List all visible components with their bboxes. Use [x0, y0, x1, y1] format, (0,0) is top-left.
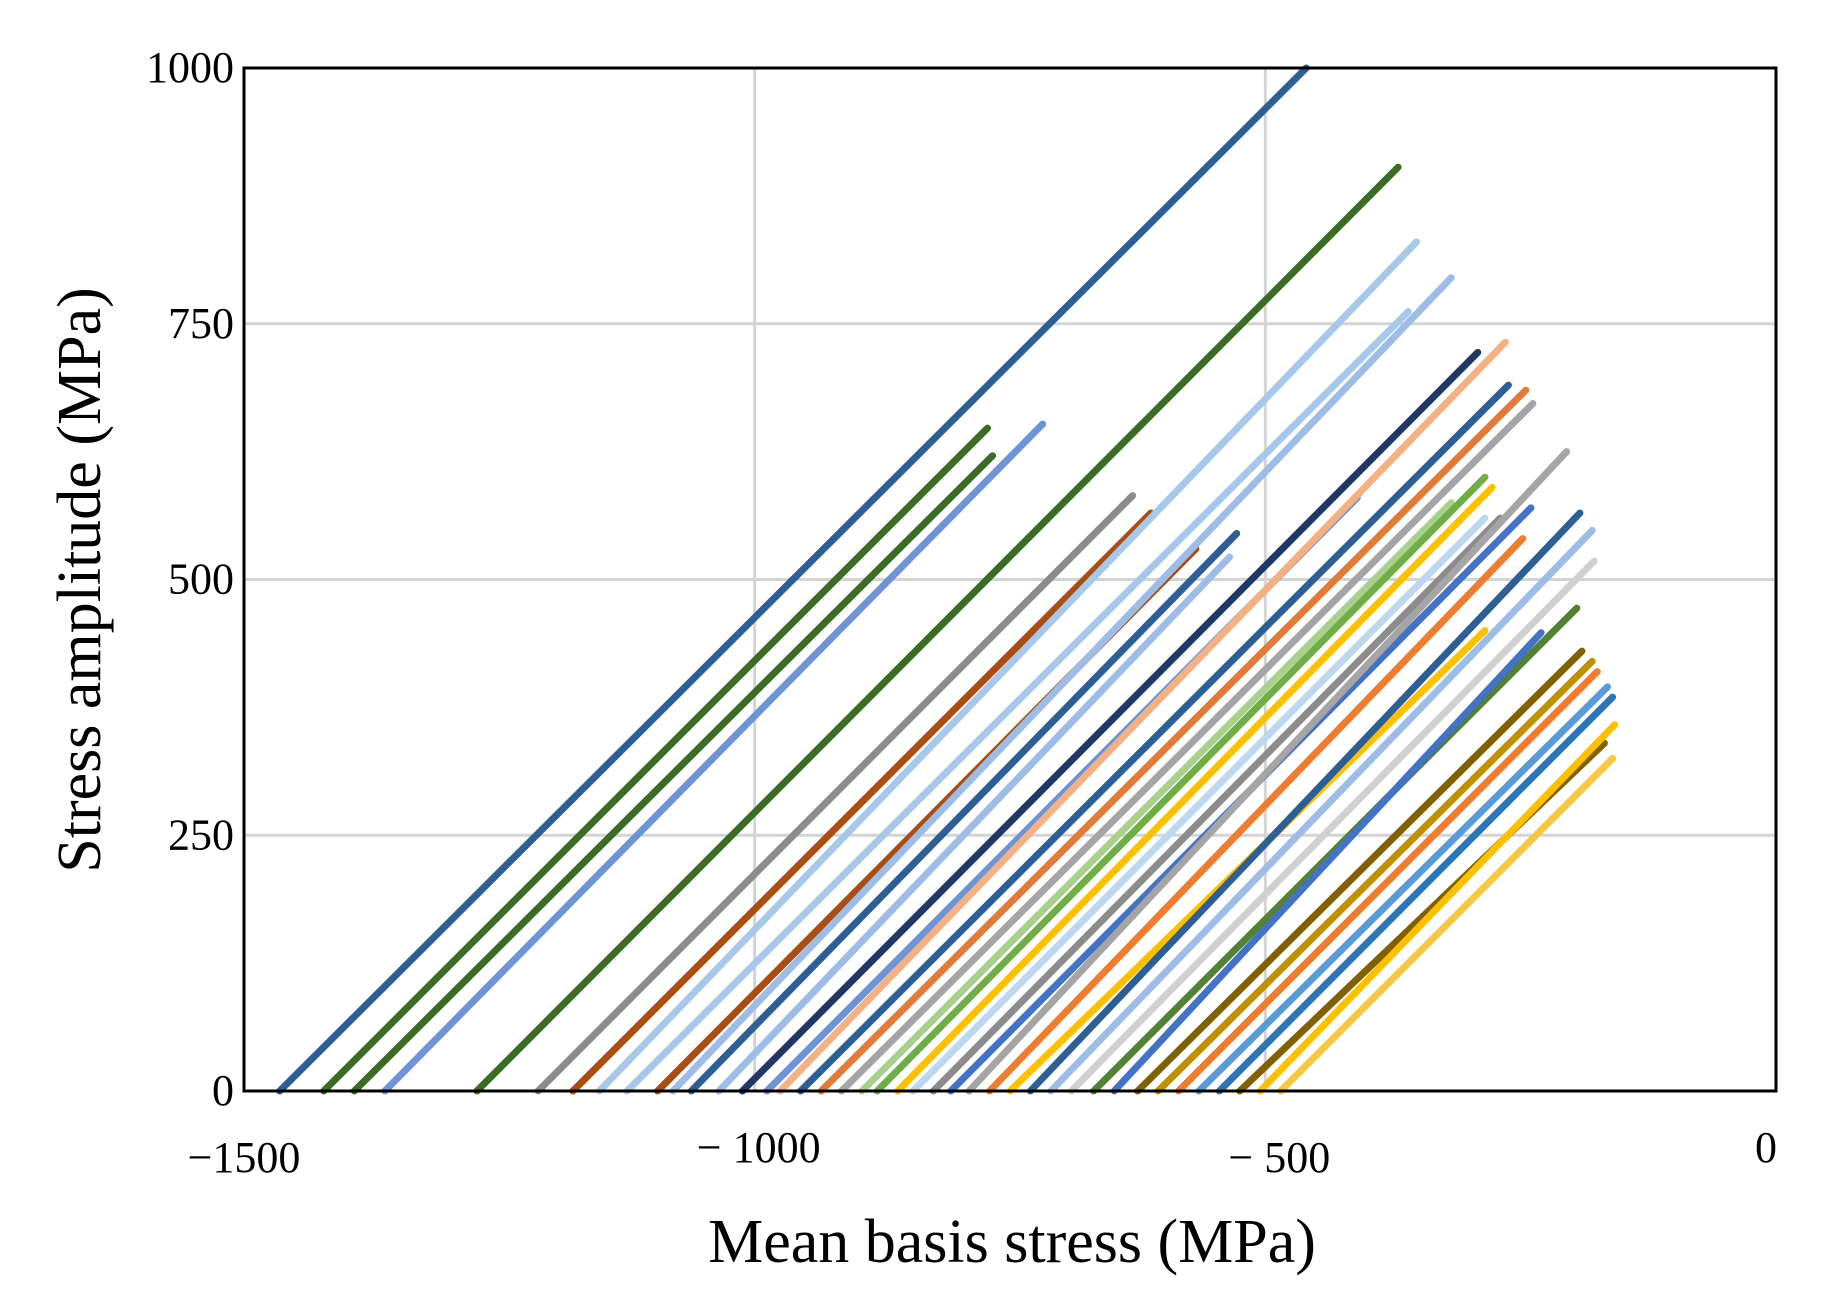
series-line: [797, 381, 1512, 1095]
series-line: [1110, 629, 1545, 1095]
series-line: [276, 64, 1310, 1095]
series-line: [473, 163, 1402, 1095]
series-line: [1067, 557, 1598, 1095]
x-tick-label: − 1000: [697, 1123, 821, 1172]
series-line: [715, 553, 1234, 1095]
series-group: [276, 64, 1619, 1095]
series-line: [595, 238, 1420, 1095]
series-line: [320, 424, 991, 1095]
series-line: [838, 400, 1537, 1095]
y-tick-label: 250: [168, 810, 234, 859]
series-line: [1256, 721, 1619, 1095]
plot-frame: [242, 66, 1778, 1093]
series-line: [1134, 647, 1586, 1095]
y-tick-labels: 0 250 500 750 1000: [146, 43, 234, 1115]
series-line: [929, 514, 1504, 1095]
y-tick-label: 1000: [146, 43, 234, 92]
series-line: [350, 452, 997, 1095]
series-line: [873, 473, 1489, 1095]
series-line: [623, 308, 1412, 1095]
series-line: [1195, 683, 1611, 1095]
series-line: [1215, 693, 1617, 1095]
series-line: [817, 386, 1530, 1095]
series-line: [381, 420, 1047, 1095]
y-axis-title: Stress amplitude (MPa): [46, 287, 114, 873]
series-line: [1047, 526, 1596, 1095]
x-tick-labels: −1500 − 1000 − 500 0: [188, 1123, 1777, 1182]
series-line: [1026, 509, 1584, 1095]
series-line: [858, 499, 1455, 1095]
series-line: [1175, 668, 1601, 1095]
y-tick-label: 0: [212, 1066, 234, 1115]
y-tick-label: 500: [168, 555, 234, 604]
x-axis-title: Mean basis stress (MPa): [708, 1208, 1316, 1276]
series-line: [569, 509, 1155, 1095]
series-line: [894, 483, 1496, 1095]
x-tick-label: −1500: [188, 1133, 301, 1182]
series-line: [738, 348, 1482, 1095]
y-tick-label: 750: [168, 299, 234, 348]
series-line: [1154, 657, 1596, 1095]
series-line: [986, 535, 1527, 1095]
x-tick-label: − 500: [1228, 1133, 1330, 1182]
series-line: [687, 530, 1241, 1095]
series-line: [1277, 755, 1617, 1095]
series-line: [776, 338, 1509, 1095]
series-line: [909, 514, 1489, 1095]
series-line: [669, 274, 1455, 1095]
series-line: [534, 492, 1137, 1095]
x-tick-label: 0: [1755, 1123, 1777, 1172]
series-line: [965, 448, 1571, 1095]
